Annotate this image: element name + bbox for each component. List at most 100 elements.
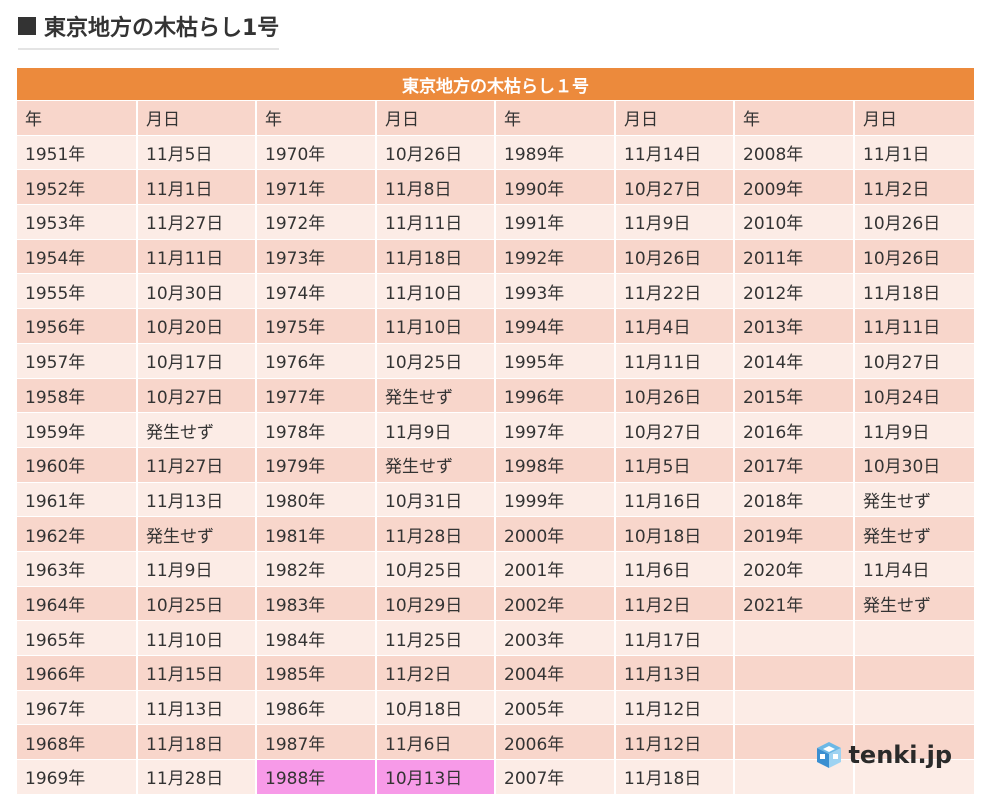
year-cell: 1974年 (256, 273, 377, 310)
table-body: 年月日年月日年月日年月日 1951年 11月5日 1970年 10月26日 1989年 11… (17, 101, 974, 795)
table-row: 1957年 10月17日 1976年 10月25日 1995年 11月11日 2014年 10… (17, 343, 974, 379)
date-cell: 11月8日 (376, 169, 496, 206)
date-cell: 10月26日 (376, 135, 496, 171)
year-cell: 1970年 (256, 135, 377, 171)
date-cell: 10月24日 (854, 378, 974, 414)
header-cell: 月日 (615, 101, 735, 136)
logo-text: tenki.jp (848, 741, 952, 769)
date-cell: 11月9日 (854, 412, 974, 448)
year-cell: 1969年 (17, 759, 138, 795)
table-row: 1968年 11月18日 1987年 11月6日 2006年 11月12日 (17, 724, 974, 761)
year-cell: 1995年 (495, 343, 616, 379)
header-cell: 月日 (376, 101, 496, 136)
tenki-logo: tenki.jp (814, 740, 952, 770)
year-cell: 1991年 (495, 204, 616, 240)
year-cell: 1973年 (256, 239, 377, 275)
year-cell: 1951年 (17, 135, 138, 171)
date-cell: 11月9日 (137, 551, 257, 587)
table-row: 1969年 11月28日 1988年 10月13日 2007年 11月18日 (17, 759, 974, 795)
header-cell: 月日 (854, 101, 974, 136)
header-cell: 年 (256, 101, 377, 136)
date-cell: 10月13日 (376, 759, 496, 795)
table-row: 1960年 11月27日 1979年 発生せず 1998年 11月5日 2017年 10月30… (17, 447, 974, 483)
year-cell: 1990年 (495, 169, 616, 206)
year-cell: 1963年 (17, 551, 138, 587)
date-cell: 11月11日 (615, 343, 735, 379)
date-cell: 11月10日 (376, 273, 496, 310)
year-cell: 2010年 (734, 204, 855, 240)
year-cell: 2020年 (734, 551, 855, 587)
year-cell: 1980年 (256, 482, 377, 518)
date-cell: 発生せず (854, 482, 974, 518)
table-row: 1967年 11月13日 1986年 10月18日 2005年 11月12日 (17, 690, 974, 726)
date-cell: 10月27日 (615, 169, 735, 206)
year-cell: 2018年 (734, 482, 855, 518)
year-cell (734, 655, 855, 691)
date-cell: 11月13日 (137, 482, 257, 518)
year-cell: 1954年 (17, 239, 138, 275)
date-cell: 11月16日 (615, 482, 735, 518)
year-cell: 2005年 (495, 690, 616, 726)
date-cell: 10月26日 (615, 378, 735, 414)
date-cell: 10月25日 (376, 343, 496, 379)
date-cell: 11月2日 (615, 586, 735, 622)
date-cell: 11月5日 (137, 135, 257, 171)
year-cell: 1968年 (17, 724, 138, 761)
table-row: 1964年 10月25日 1983年 10月29日 2002年 11月2日 2021年 発生せ… (17, 586, 974, 622)
year-cell: 2003年 (495, 620, 616, 656)
year-cell: 1984年 (256, 620, 377, 656)
year-cell: 1992年 (495, 239, 616, 275)
date-cell: 11月11日 (854, 308, 974, 344)
table-row: 1963年 11月9日 1982年 10月25日 2001年 11月6日 2020年 11月4… (17, 551, 974, 587)
table-row: 1965年 11月10日 1984年 11月25日 2003年 11月17日 (17, 620, 974, 656)
year-cell: 1975年 (256, 308, 377, 344)
date-cell: 11月12日 (615, 690, 735, 726)
year-cell: 2021年 (734, 586, 855, 622)
date-cell: 11月6日 (376, 724, 496, 761)
table-row: 1955年 10月30日 1974年 11月10日 1993年 11月22日 2012年 11… (17, 273, 974, 310)
table-row: 1956年 10月20日 1975年 11月10日 1994年 11月4日 2013年 11月… (17, 308, 974, 344)
date-cell: 11月11日 (137, 239, 257, 275)
date-cell: 発生せず (137, 412, 257, 448)
date-cell: 10月26日 (615, 239, 735, 275)
header-cell: 年 (17, 101, 138, 136)
date-cell: 10月31日 (376, 482, 496, 518)
year-cell: 1960年 (17, 447, 138, 483)
date-cell: 10月20日 (137, 308, 257, 344)
date-cell: 11月18日 (854, 273, 974, 310)
year-cell: 1983年 (256, 586, 377, 622)
date-cell: 11月10日 (376, 308, 496, 344)
page-heading: 東京地方の木枯らし1号 (18, 10, 280, 50)
year-cell: 1965年 (17, 620, 138, 656)
date-cell: 11月18日 (137, 724, 257, 761)
year-cell: 2014年 (734, 343, 855, 379)
year-cell: 2016年 (734, 412, 855, 448)
date-cell: 11月27日 (137, 204, 257, 240)
year-cell: 1993年 (495, 273, 616, 310)
date-cell: 発生せず (376, 447, 496, 483)
data-table: 年月日年月日年月日年月日 1951年 11月5日 1970年 10月26日 1989年 11… (17, 101, 974, 795)
year-cell: 1972年 (256, 204, 377, 240)
table-title: 東京地方の木枯らし１号 (402, 76, 589, 97)
date-cell: 発生せず (376, 378, 496, 414)
date-cell: 11月25日 (376, 620, 496, 656)
date-cell: 10月18日 (376, 690, 496, 726)
date-cell: 11月28日 (137, 759, 257, 795)
table-row: 1966年 11月15日 1985年 11月2日 2004年 11月13日 (17, 655, 974, 691)
date-cell (854, 620, 974, 656)
date-cell: 11月13日 (615, 655, 735, 691)
date-cell: 11月17日 (615, 620, 735, 656)
year-cell (734, 690, 855, 726)
header-cell: 年 (495, 101, 616, 136)
year-cell: 1987年 (256, 724, 377, 761)
cube-logo-icon (817, 742, 842, 768)
year-cell: 1986年 (256, 690, 377, 726)
date-cell: 11月27日 (137, 447, 257, 483)
date-cell (854, 690, 974, 726)
year-cell: 1953年 (17, 204, 138, 240)
year-cell: 1959年 (17, 412, 138, 448)
date-cell: 11月2日 (376, 655, 496, 691)
date-cell: 11月6日 (615, 551, 735, 587)
date-cell: 11月9日 (376, 412, 496, 448)
date-cell: 11月4日 (854, 551, 974, 587)
